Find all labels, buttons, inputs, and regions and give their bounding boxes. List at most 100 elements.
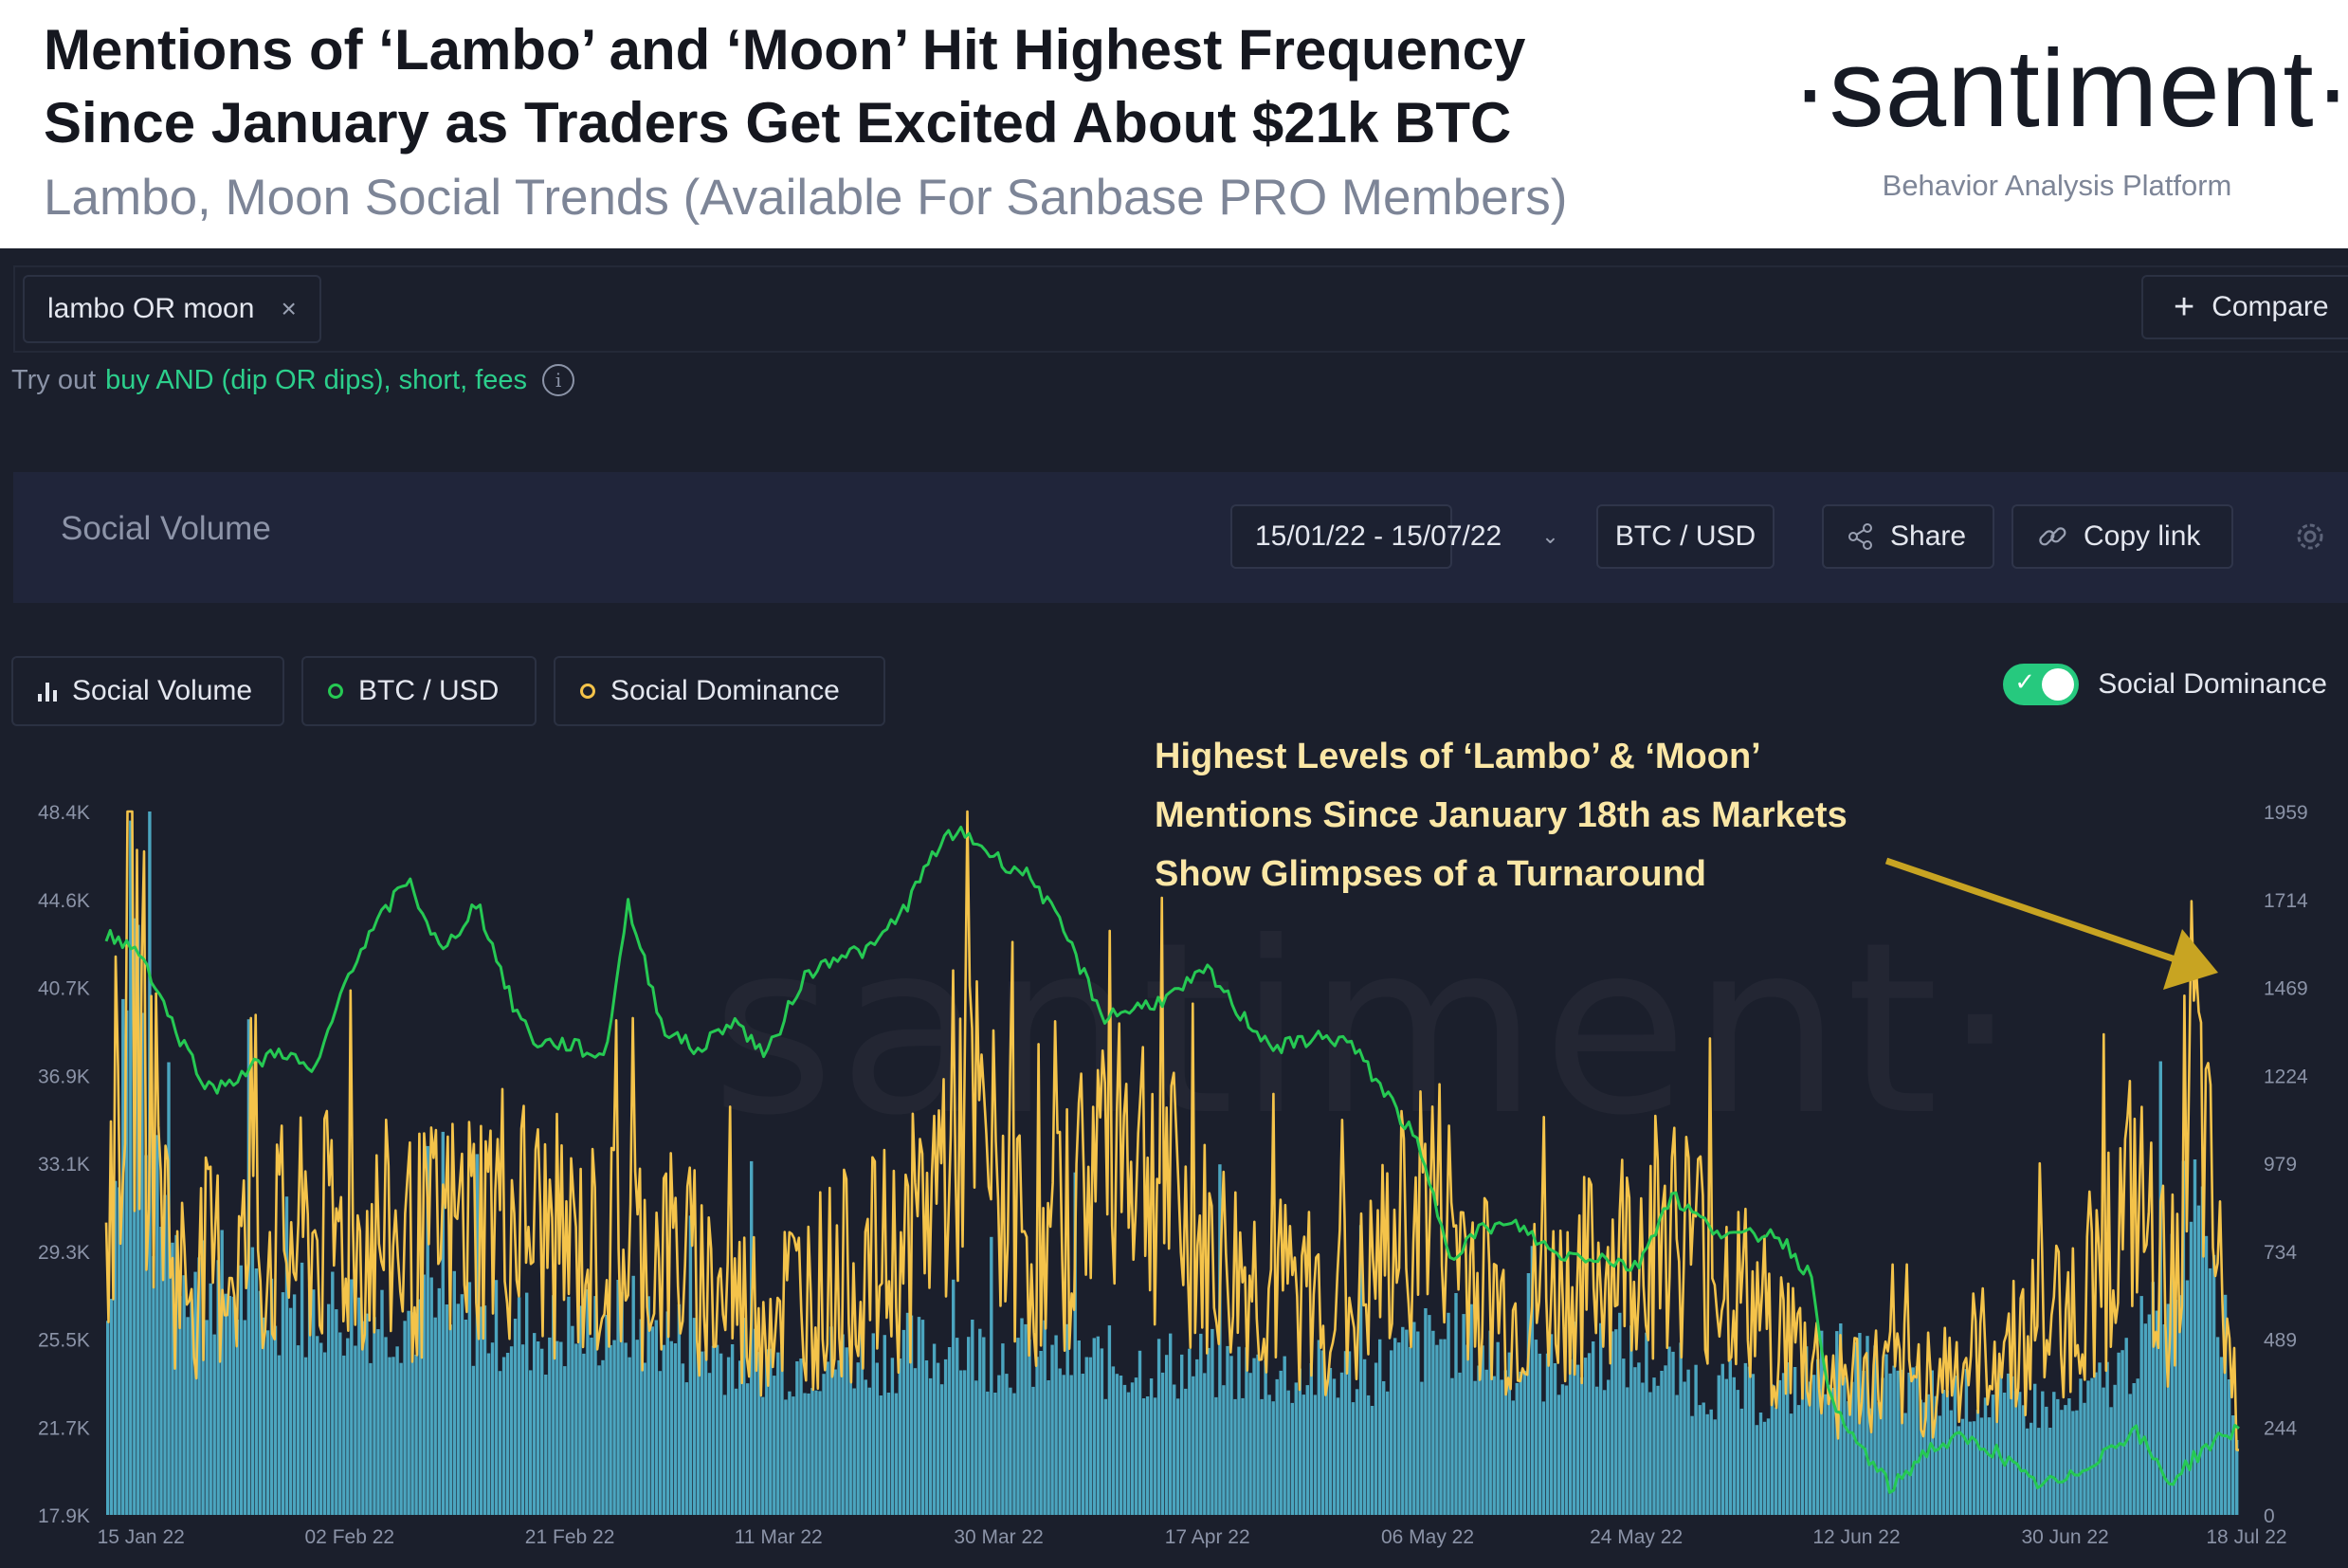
close-icon[interactable]: × (281, 294, 297, 323)
social-volume-bar (924, 1360, 929, 1515)
social-volume-bar (2109, 1407, 2113, 1515)
social-volume-bar (1903, 1413, 1907, 1515)
social-volume-bar (814, 1390, 818, 1515)
social-volume-bar (456, 1304, 460, 1515)
legend-social-dominance[interactable]: Social Dominance (554, 656, 885, 726)
social-volume-bar (715, 1344, 719, 1515)
social-volume-bar (742, 1318, 746, 1515)
copy-link-button[interactable]: Copy link (2011, 504, 2233, 569)
social-volume-bar (361, 1321, 365, 1515)
social-volume-bar (1176, 1398, 1180, 1515)
social-volume-bar (1847, 1401, 1850, 1515)
search-bar[interactable]: lambo OR moon × + Compare (13, 265, 2348, 353)
date-range-picker[interactable]: 15/01/22 - 15/07/22 ⌄ (1230, 504, 1559, 569)
social-volume-bar (399, 1362, 403, 1515)
social-volume-bar (1686, 1369, 1690, 1515)
social-volume-bar (1119, 1376, 1123, 1515)
social-volume-bar (1401, 1326, 1405, 1515)
social-volume-bar (1667, 1346, 1671, 1515)
social-volume-bar (703, 1351, 708, 1515)
social-volume-bar (1324, 1379, 1329, 1515)
info-icon[interactable]: i (542, 364, 575, 396)
social-volume-bar (460, 1294, 464, 1515)
social-volume-bar (479, 1306, 483, 1515)
social-volume-bar (537, 1341, 540, 1515)
social-volume-bar (1184, 1388, 1188, 1515)
social-volume-bar (1073, 1172, 1077, 1515)
social-volume-bar (1530, 1246, 1535, 1515)
social-volume-bar (1717, 1375, 1720, 1515)
social-volume-bar (1180, 1354, 1184, 1515)
social-volume-bar (201, 1240, 205, 1515)
link-icon (2039, 527, 2066, 546)
social-volume-bar (616, 1280, 620, 1515)
social-volume-bar (639, 1319, 643, 1515)
social-volume-bar (1843, 1377, 1847, 1515)
social-volume-bar (1065, 1323, 1069, 1515)
social-volume-bar (220, 1230, 224, 1515)
social-volume-bar (429, 1277, 433, 1515)
social-volume-bar (1975, 1410, 1980, 1515)
social-volume-bar (296, 1345, 300, 1515)
tryout-links[interactable]: buy AND (dip OR dips), short, fees (105, 364, 528, 395)
social-volume-bar (544, 1375, 548, 1515)
social-volume-bar (284, 1196, 289, 1515)
gear-icon[interactable] (2291, 518, 2329, 556)
social-dominance-toggle[interactable]: ✓ Social Dominance (2003, 664, 2327, 705)
search-tag[interactable]: lambo OR moon × (23, 275, 321, 343)
social-volume-bar (993, 1393, 997, 1515)
social-volume-bar (761, 1396, 765, 1515)
toggle-switch[interactable]: ✓ (2003, 664, 2080, 705)
social-volume-bar (1313, 1395, 1318, 1515)
social-volume-bar (2013, 1391, 2018, 1515)
social-volume-bar (788, 1391, 792, 1515)
social-volume-bar (1043, 1320, 1047, 1515)
social-volume-bar (1957, 1426, 1961, 1515)
social-volume-bar (159, 1227, 163, 1515)
compare-button[interactable]: + Compare (2141, 275, 2348, 339)
social-volume-bar (548, 1337, 552, 1515)
social-volume-bar (1366, 1395, 1371, 1515)
social-volume-bar (357, 1297, 361, 1515)
social-volume-bar (418, 1299, 422, 1515)
social-volume-bar (719, 1353, 723, 1515)
social-volume-bar (1256, 1354, 1260, 1515)
social-volume-bar (258, 1290, 263, 1515)
social-volume-bar (1096, 1336, 1100, 1515)
legend-social-volume[interactable]: Social Volume (11, 656, 284, 726)
x-axis-tick-label: 02 Feb 22 (305, 1526, 395, 1548)
social-volume-bar (2018, 1392, 2022, 1515)
social-volume-bar (1199, 1333, 1203, 1515)
social-volume-bar (1271, 1401, 1275, 1515)
social-volume-bar (1107, 1325, 1112, 1515)
social-volume-bar (365, 1313, 369, 1515)
social-volume-bar (769, 1348, 773, 1515)
social-volume-bar (1203, 1373, 1207, 1515)
social-volume-bar (1724, 1378, 1728, 1515)
social-volume-bar (1339, 1372, 1344, 1515)
social-volume-bar (391, 1357, 395, 1515)
social-volume-bar (841, 1334, 845, 1515)
legend-btc-usd[interactable]: BTC / USD (301, 656, 537, 726)
social-volume-bar (1054, 1335, 1058, 1515)
social-volume-bar (597, 1365, 601, 1515)
chevron-down-icon: ⌄ (1541, 524, 1559, 548)
social-volume-bar (1336, 1397, 1340, 1515)
social-volume-bar (1896, 1370, 1900, 1515)
pair-selector[interactable]: BTC / USD (1596, 504, 1775, 569)
annotation-arrow (1884, 857, 2199, 971)
social-volume-bar (2117, 1352, 2120, 1515)
social-volume-bar (1777, 1379, 1782, 1515)
social-volume-bar (303, 1357, 308, 1515)
social-volume-bar (1126, 1392, 1131, 1515)
social-volume-bar (1747, 1366, 1752, 1515)
social-volume-bar (155, 1135, 159, 1515)
social-volume-bar (982, 1337, 986, 1515)
left-axis-tick-label: 44.6K (38, 890, 90, 912)
social-volume-bar (323, 1352, 327, 1515)
social-volume-bar (388, 1357, 391, 1515)
toggle-knob (2042, 668, 2075, 701)
share-button[interactable]: Share (1822, 504, 1994, 569)
social-volume-bar (909, 1315, 914, 1515)
